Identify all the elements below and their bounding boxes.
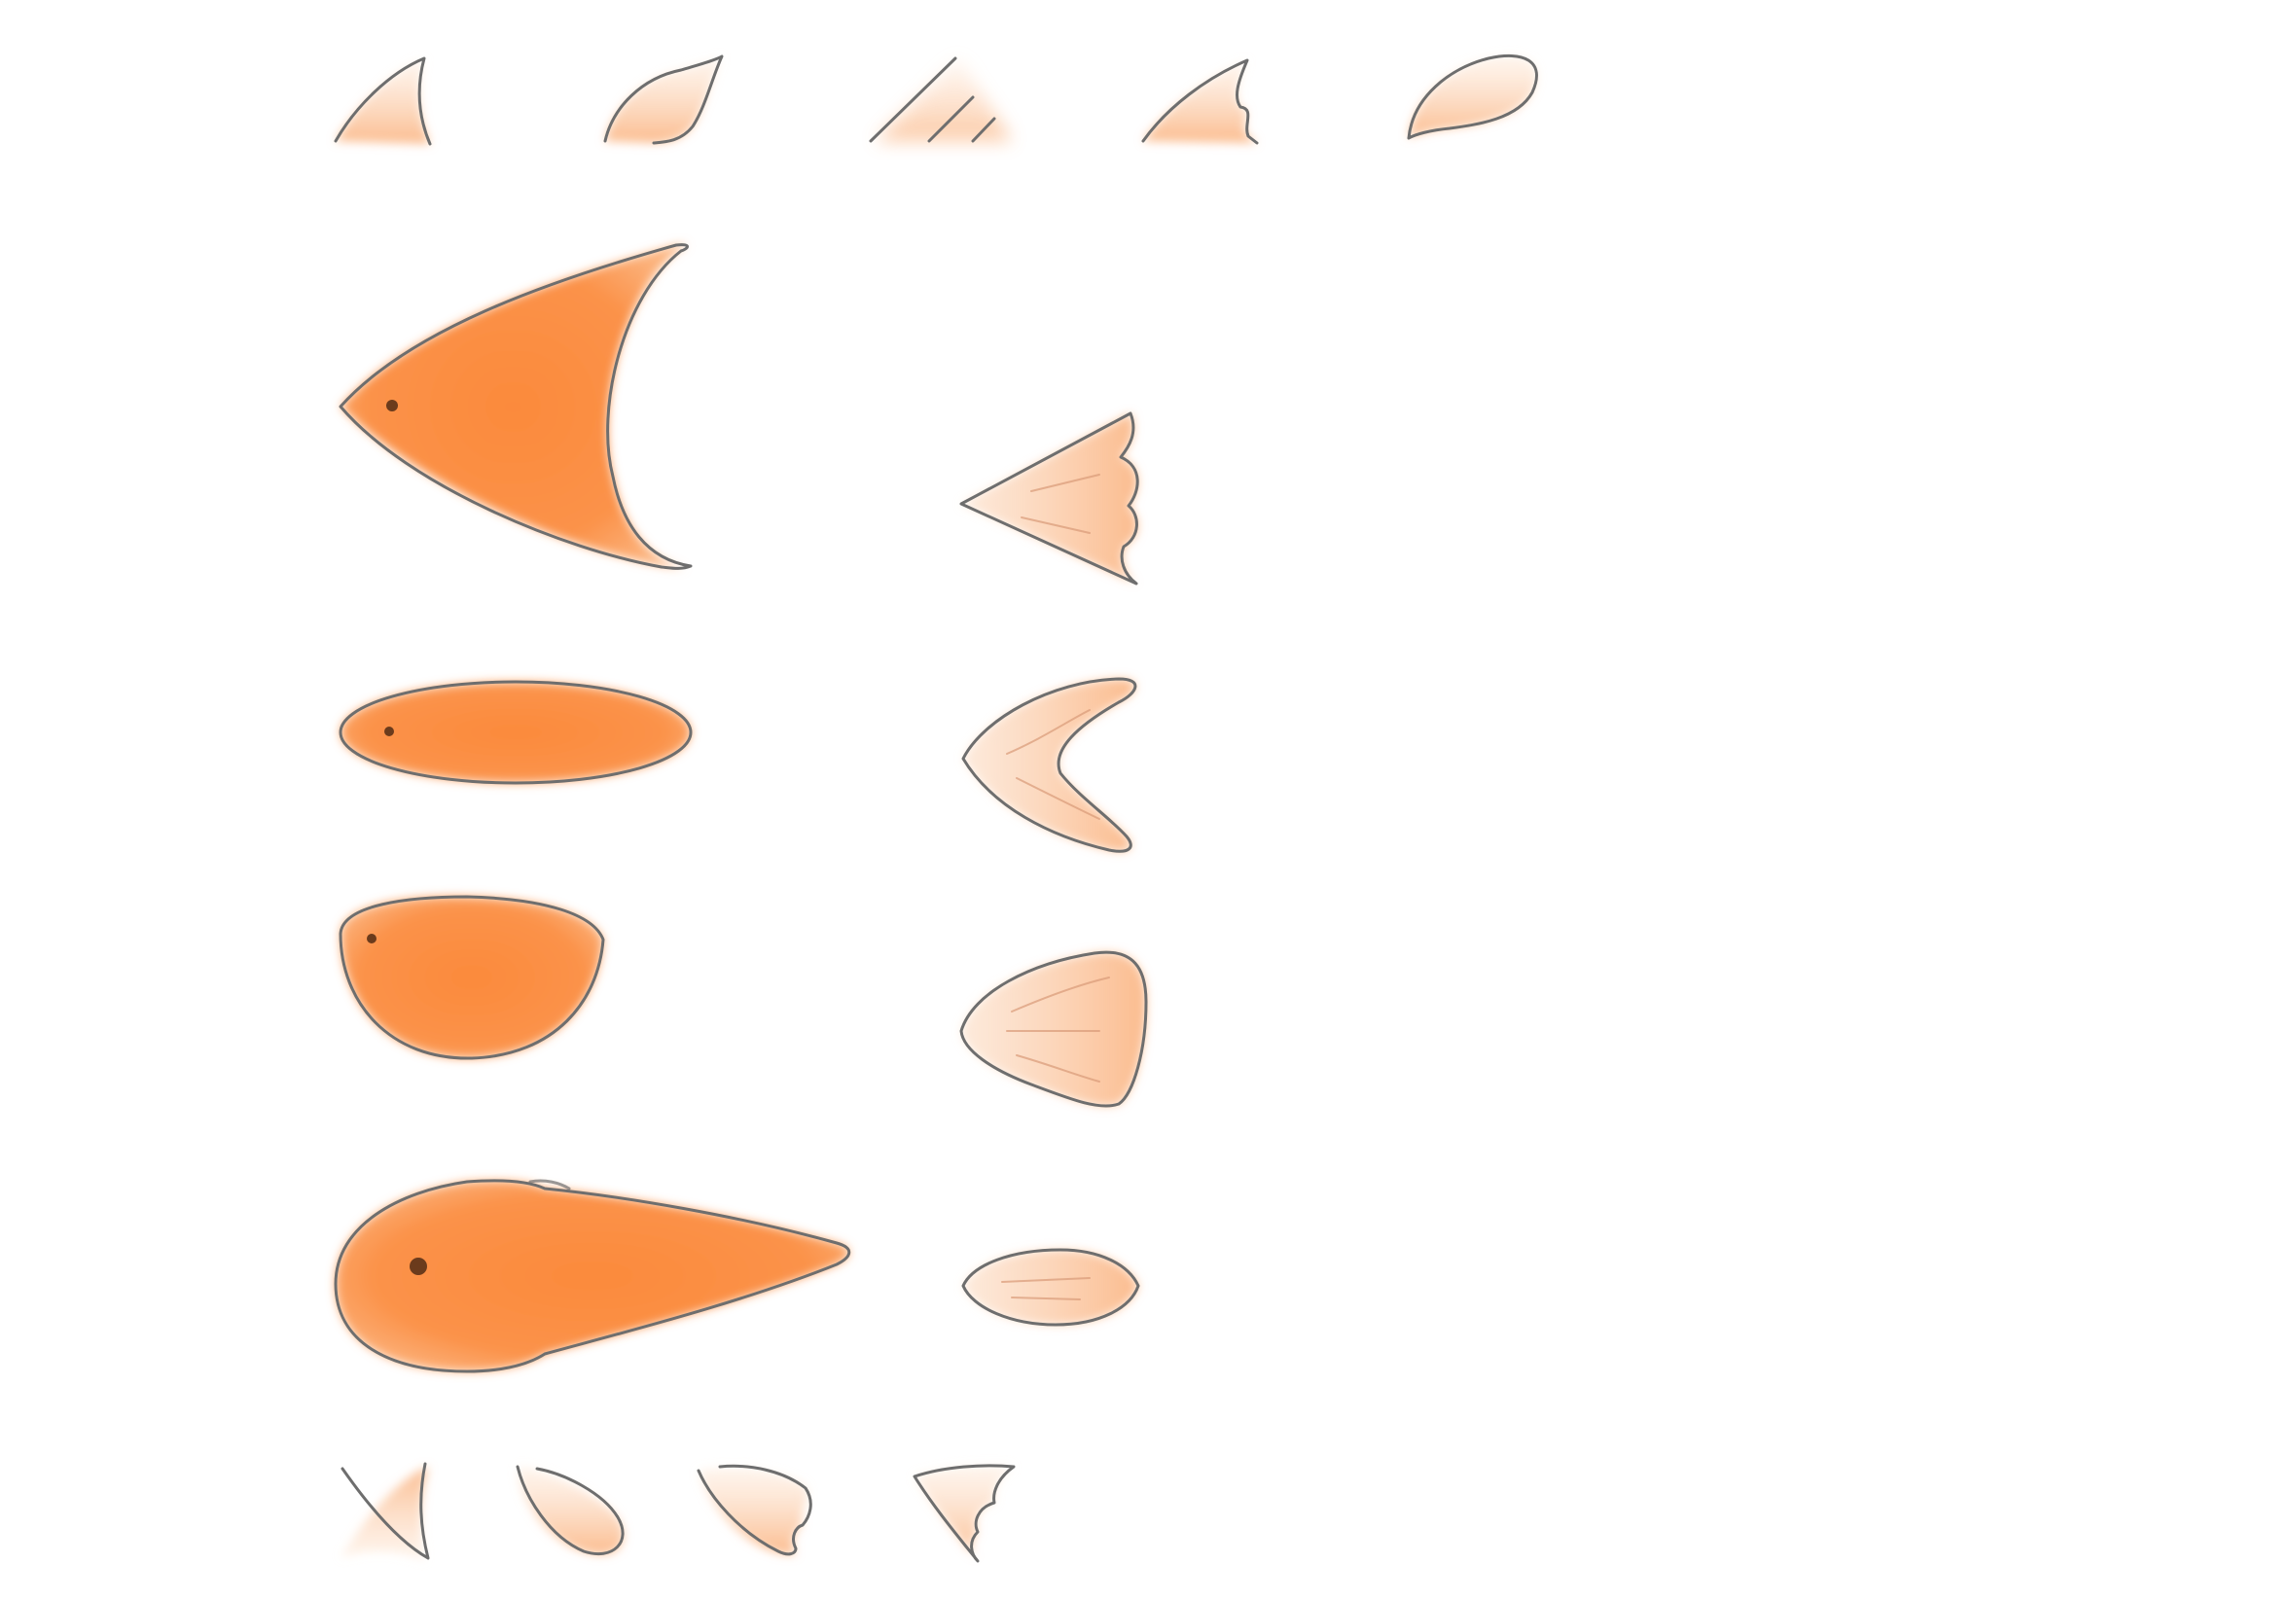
leaf-fin-icon[interactable] <box>1407 53 1538 140</box>
forked-tail-icon[interactable] <box>961 677 1137 853</box>
hook-fin-icon[interactable] <box>341 1462 430 1561</box>
drop-fin-icon[interactable] <box>516 1465 625 1556</box>
half-circle-body-icon[interactable] <box>339 895 605 1060</box>
tails-column <box>959 411 1148 1327</box>
triangle-body-icon[interactable] <box>339 243 693 570</box>
tadpole-body-icon[interactable] <box>334 1179 851 1373</box>
claw-fin-icon[interactable] <box>913 1464 1016 1563</box>
notched-fin-icon[interactable] <box>1141 58 1259 145</box>
shark-fin-icon[interactable] <box>334 56 432 146</box>
ellipse-body-icon[interactable] <box>339 680 693 785</box>
top-fins-row <box>334 53 1538 146</box>
wave-fin-icon[interactable] <box>697 1464 812 1556</box>
scalloped-tail-icon[interactable] <box>959 411 1139 586</box>
curled-fin-icon[interactable] <box>603 54 724 145</box>
rounded-tail-icon[interactable] <box>959 950 1148 1108</box>
oval-tail-icon[interactable] <box>961 1248 1140 1327</box>
bottom-fins-row <box>341 1462 1016 1563</box>
striped-fin-icon[interactable] <box>869 56 1012 143</box>
bodies-column <box>334 243 851 1373</box>
